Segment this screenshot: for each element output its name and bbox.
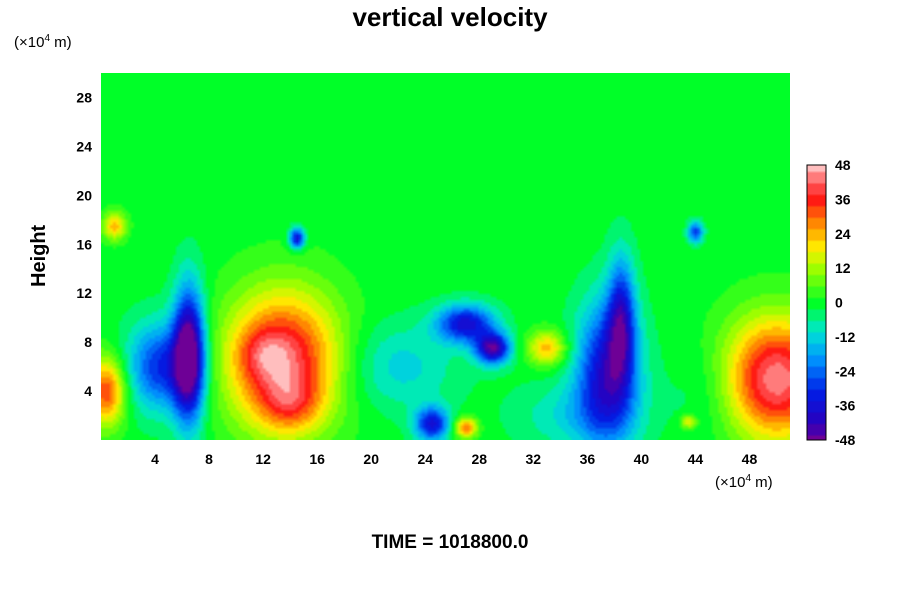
x-unit-prefix: (×10 [715, 474, 746, 491]
chart-title: vertical velocity [352, 2, 548, 32]
x-tick-label: 4 [151, 451, 159, 467]
y-tick-label: 24 [76, 138, 92, 154]
colorbar [807, 165, 826, 440]
colorbar-tick-label: 48 [835, 157, 851, 173]
y-axis-unit: (×104 m) [14, 33, 72, 51]
x-tick-label: 16 [309, 451, 325, 467]
y-tick-label: 12 [76, 285, 92, 301]
x-tick-label: 20 [363, 451, 379, 467]
x-unit-suffix: m) [751, 474, 773, 491]
y-tick-label: 8 [84, 334, 92, 350]
x-tick-label: 8 [205, 451, 213, 467]
colorbar-tick-label: -12 [835, 329, 855, 345]
y-tick-label: 16 [76, 236, 92, 252]
x-axis-unit: (×104 m) [715, 473, 773, 491]
y-unit-suffix: m) [50, 34, 72, 51]
x-tick-label: 36 [580, 451, 596, 467]
x-tick-label: 28 [471, 451, 487, 467]
x-tick-label: 44 [688, 451, 704, 467]
colorbar-tick-label: -36 [835, 398, 855, 414]
y-ticks: 4 8 12 16 20 24 28 [76, 89, 92, 399]
x-tick-label: 12 [255, 451, 271, 467]
x-tick-label: 40 [634, 451, 650, 467]
y-unit-prefix: (×10 [14, 34, 45, 51]
y-unit-exponent: 4 [44, 33, 51, 44]
colorbar-tick-label: -48 [835, 432, 855, 448]
colorbar-tick-label: 24 [835, 226, 851, 242]
x-tick-label: 32 [526, 451, 542, 467]
y-tick-label: 28 [76, 89, 92, 105]
colorbar-ticks: 48 36 24 12 0 -12 -24 -36 -48 [835, 157, 855, 448]
colorbar-tick-label: 36 [835, 191, 851, 207]
x-tick-label: 24 [417, 451, 433, 467]
x-unit-exponent: 4 [745, 473, 752, 484]
y-tick-label: 4 [84, 383, 92, 399]
x-ticks: 4 8 12 16 20 24 28 32 36 40 44 48 [151, 451, 757, 467]
colorbar-tick-label: 12 [835, 260, 851, 276]
x-tick-label: 48 [742, 451, 758, 467]
colorbar-tick-label: -24 [835, 363, 855, 379]
colorbar-tick-label: 0 [835, 295, 843, 311]
y-tick-label: 20 [76, 187, 92, 203]
heatmap-field [101, 73, 790, 440]
time-label: TIME = 1018800.0 [371, 532, 529, 553]
colorbar-frame [806, 164, 827, 441]
